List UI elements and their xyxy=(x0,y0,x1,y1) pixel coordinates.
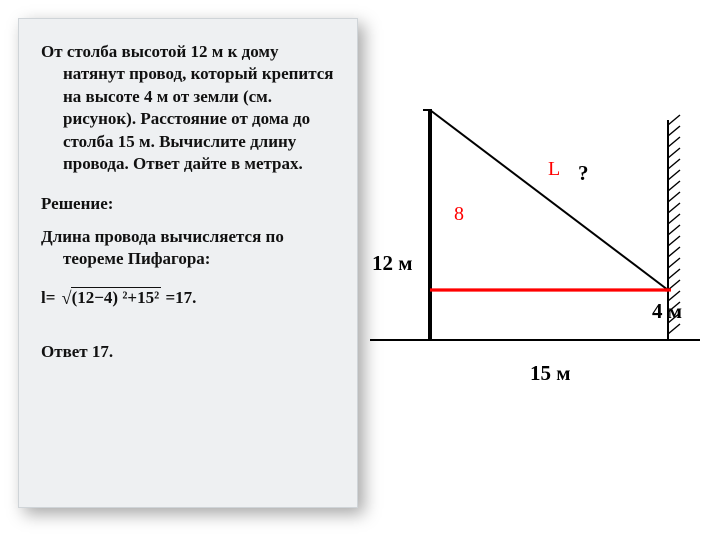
solution-card: От столба высотой 12 м к дому натянут пр… xyxy=(18,18,358,508)
wall-hatch xyxy=(668,258,680,268)
wall-hatch xyxy=(668,148,680,158)
wall-hatch xyxy=(668,236,680,246)
wall-hatch xyxy=(668,137,680,147)
formula-rhs: =17. xyxy=(161,288,196,307)
wall-hatch xyxy=(668,225,680,235)
wall-hatch xyxy=(668,214,680,224)
wall-hatch xyxy=(668,170,680,180)
wall-hatch xyxy=(668,247,680,257)
formula: l= (12−4) ²+15² =17. xyxy=(41,287,337,308)
wall-hatch xyxy=(668,126,680,136)
wall-hatch xyxy=(668,115,680,125)
label-pole-height: 12 м xyxy=(372,251,413,275)
wall-hatch xyxy=(668,192,680,202)
wall-hatch xyxy=(668,203,680,213)
wall-hatch xyxy=(668,324,680,334)
formula-lhs: l= xyxy=(41,288,60,307)
answer-text: Ответ 17. xyxy=(41,342,337,362)
wall-hatch xyxy=(668,181,680,191)
label-question: ? xyxy=(578,161,589,185)
solution-label: Решение: xyxy=(41,194,337,214)
label-wall-height: 4 м xyxy=(652,299,682,323)
problem-text: От столба высотой 12 м к дому натянут пр… xyxy=(41,41,337,176)
formula-radicand: (12−4) ²+15² xyxy=(71,287,162,307)
geometry-figure: 12 м 4 м 15 м 8 L? xyxy=(360,70,710,410)
sqrt-symbol: (12−4) ²+15² xyxy=(60,287,162,308)
wall-hatch xyxy=(668,269,680,279)
label-distance: 15 м xyxy=(530,361,571,385)
wire-line xyxy=(430,110,668,290)
solution-text: Длина провода вычисляется по теореме Пиф… xyxy=(41,226,337,271)
label-eight: 8 xyxy=(454,203,464,225)
wall-hatch xyxy=(668,159,680,169)
label-L: L xyxy=(548,158,560,180)
